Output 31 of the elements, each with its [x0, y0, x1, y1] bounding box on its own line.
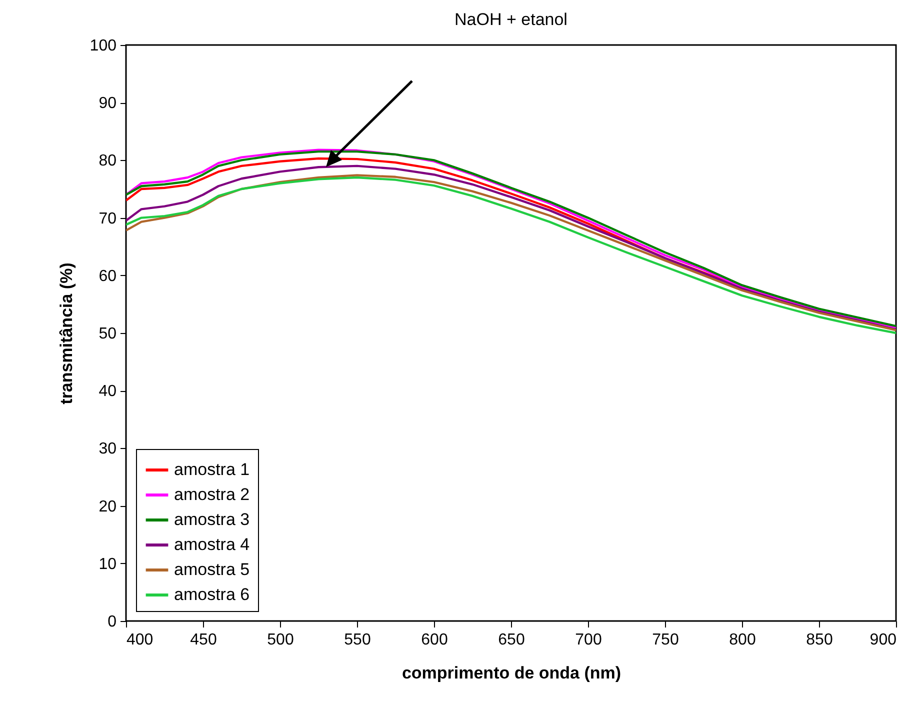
y-tick-label: 40 [98, 383, 117, 400]
y-tick-label: 60 [98, 268, 117, 285]
x-tick-label: 750 [652, 632, 679, 648]
x-tick-label: 800 [729, 632, 756, 648]
chart-title: NaOH + etanol [454, 10, 568, 29]
y-tick-label: 70 [98, 210, 117, 228]
legend-label: amostra 6 [174, 585, 250, 604]
x-tick-label: 850 [806, 632, 833, 648]
y-tick-label: 80 [98, 152, 117, 170]
legend-label: amostra 1 [174, 460, 250, 479]
y-tick-label: 90 [98, 95, 117, 112]
x-tick-label: 900 [870, 632, 897, 648]
x-tick-label: 600 [421, 632, 448, 648]
y-tick-label: 100 [90, 38, 117, 54]
legend-label: amostra 2 [174, 485, 250, 504]
y-tick-label: 30 [98, 440, 117, 458]
y-tick-label: 50 [98, 326, 117, 342]
y-tick-label: 0 [108, 614, 117, 630]
x-tick-label: 650 [498, 632, 525, 648]
x-tick-label: 700 [575, 632, 602, 648]
y-tick-label: 20 [98, 498, 117, 516]
x-tick-label: 500 [267, 632, 294, 648]
y-tick-label: 10 [98, 556, 117, 573]
x-axis-title: comprimento de onda (nm) [402, 664, 622, 682]
x-tick-label: 550 [344, 632, 371, 648]
x-tick-label: 400 [126, 632, 154, 648]
y-axis-title: transmitância (%) [56, 262, 76, 404]
x-tick-label: 450 [190, 632, 217, 648]
legend-label: amostra 5 [174, 560, 250, 579]
legend-label: amostra 3 [174, 510, 250, 529]
legend-label: amostra 4 [174, 535, 250, 554]
